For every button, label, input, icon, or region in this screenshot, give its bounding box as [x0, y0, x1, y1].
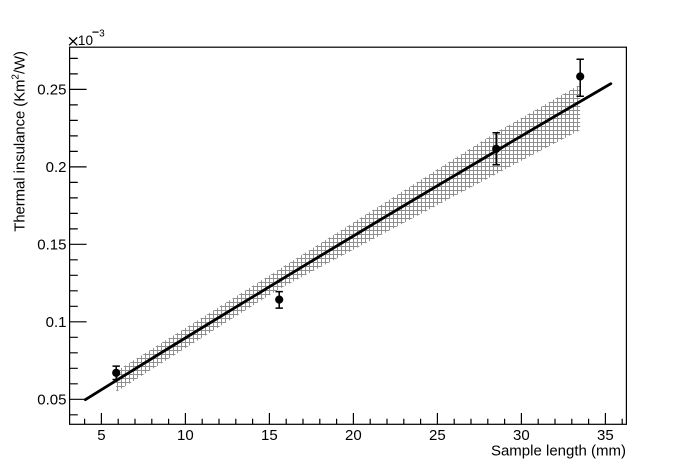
svg-text:3: 3 — [99, 29, 105, 40]
svg-text:0.25: 0.25 — [37, 82, 66, 99]
svg-text:20: 20 — [345, 427, 362, 444]
svg-text:5: 5 — [97, 427, 105, 444]
svg-text:0.05: 0.05 — [37, 392, 66, 409]
svg-text:25: 25 — [429, 427, 446, 444]
svg-text:15: 15 — [261, 427, 278, 444]
svg-text:35: 35 — [597, 427, 614, 444]
svg-text:10: 10 — [177, 427, 194, 444]
svg-text:10: 10 — [78, 33, 94, 48]
svg-text:Sample length (mm): Sample length (mm) — [491, 443, 626, 460]
svg-text:0.2: 0.2 — [46, 159, 67, 176]
svg-text:Thermal insulance (Km2/W): Thermal insulance (Km2/W) — [10, 51, 28, 232]
svg-text:0.1: 0.1 — [46, 314, 67, 331]
svg-text:0.15: 0.15 — [37, 237, 66, 254]
svg-text:30: 30 — [513, 427, 530, 444]
